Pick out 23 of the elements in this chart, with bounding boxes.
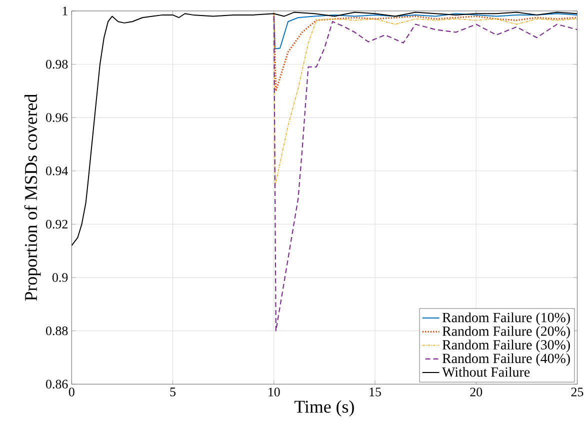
y-tick-label: 1	[62, 6, 68, 16]
y-tick-label: 0.86	[46, 380, 68, 389]
x-tick-label: 0	[68, 388, 74, 396]
x-axis-title: Time (s)	[294, 400, 354, 416]
y-tick-label: 0.96	[46, 113, 68, 122]
x-tick-label: 5	[170, 388, 176, 396]
line-series	[273, 12, 578, 92]
y-tick-label: 0.92	[46, 220, 68, 229]
legend-label: Random Failure (10%)	[442, 312, 570, 326]
x-tick-label: 10	[268, 388, 280, 396]
line-series	[273, 13, 578, 188]
legend-label: Without Failure	[442, 366, 530, 377]
x-tick-label: 15	[370, 388, 381, 396]
y-tick-label: 0.9	[52, 273, 68, 282]
x-tick-label: 25	[571, 388, 584, 396]
x-tick-label: 20	[470, 388, 482, 396]
y-tick-label: 0.88	[46, 326, 68, 336]
y-tick-label: 0.98	[46, 60, 68, 69]
legend-label: Random Failure (40%)	[442, 353, 570, 366]
y-tick-label: 0.94	[46, 166, 68, 176]
legend-label: Random Failure (20%)	[442, 326, 570, 339]
legend-label: Random Failure (30%)	[442, 340, 570, 352]
y-axis-title: Proportion of MSDs covered	[24, 94, 41, 301]
